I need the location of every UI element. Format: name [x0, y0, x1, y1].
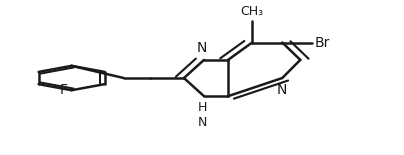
Text: N: N: [277, 83, 287, 97]
Text: CH₃: CH₃: [241, 4, 264, 18]
Text: H
N: H N: [197, 101, 207, 129]
Text: N: N: [197, 41, 207, 55]
Text: Br: Br: [314, 35, 330, 49]
Text: F: F: [60, 83, 67, 97]
